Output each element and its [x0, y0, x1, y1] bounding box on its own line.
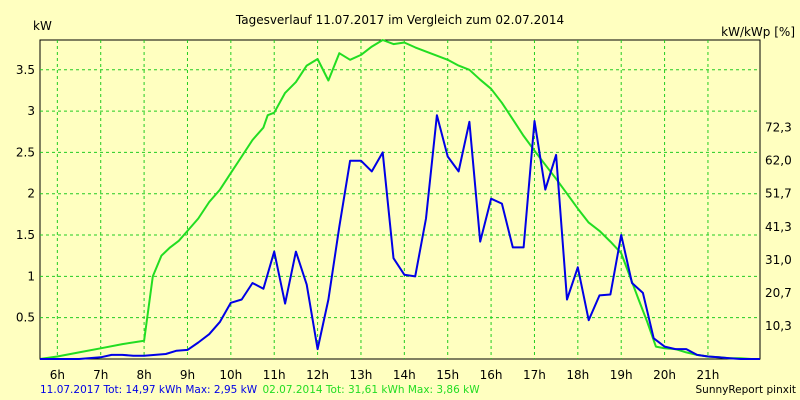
- y-tick-label-left: 1: [27, 269, 35, 283]
- chart-title: Tagesverlauf 11.07.2017 im Vergleich zum…: [235, 13, 564, 27]
- x-tick-label: 13h: [350, 368, 373, 382]
- y-tick-label-left: 3.5: [16, 63, 35, 77]
- x-tick-label: 19h: [610, 368, 633, 382]
- x-tick-label: 21h: [697, 368, 720, 382]
- y-tick-label-right: 10,3: [765, 319, 792, 333]
- series-line-11-07-2017: [40, 114, 760, 360]
- x-tick-label: 6h: [50, 368, 65, 382]
- x-tick-label: 15h: [436, 368, 459, 382]
- y-tick-label-right: 41,3: [765, 220, 792, 234]
- legend-series-2: 02.07.2014 Tot: 31,61 kWh Max: 3,86 kW: [262, 384, 480, 396]
- y-axis-left-label: kW: [33, 19, 52, 33]
- y-tick-label-right: 72,3: [765, 121, 792, 135]
- x-tick-label: 12h: [306, 368, 329, 382]
- y-tick-label-left: 2: [27, 187, 35, 201]
- y-tick-label-left: 0.5: [16, 311, 35, 325]
- y-tick-label-left: 3: [27, 104, 35, 118]
- x-tick-label: 11h: [263, 368, 286, 382]
- x-tick-label: 16h: [480, 368, 503, 382]
- x-tick-label: 10h: [219, 368, 242, 382]
- series-layer: [39, 39, 760, 360]
- y-tick-label-right: 31,0: [765, 253, 792, 267]
- x-tick-label: 14h: [393, 368, 416, 382]
- credit-text: SunnyReport pinxit: [696, 384, 796, 396]
- y-tick-label-left: 2.5: [16, 145, 35, 159]
- x-tick-label: 18h: [566, 368, 589, 382]
- y-axis-right-label: kW/kWp [%]: [721, 25, 795, 39]
- grid-layer: [40, 40, 760, 359]
- y-tick-label-left: 1.5: [16, 228, 35, 242]
- tick-layer: 6h 7h 8h 9h 10h 11h 12h 13h 14h 15h 16h 17h 18h 19h 20…: [16, 63, 792, 382]
- y-tick-label-right: 20,7: [765, 286, 792, 300]
- x-tick-label: 17h: [523, 368, 546, 382]
- series-line-02-07-2014: [39, 39, 760, 360]
- legend-footer: 11.07.2017 Tot: 14,97 kWh Max: 2,95 kW 0…: [40, 384, 480, 396]
- y-tick-label-right: 62,0: [765, 154, 792, 168]
- x-tick-label: 9h: [180, 368, 195, 382]
- legend-series-1: 11.07.2017 Tot: 14,97 kWh Max: 2,95 kW: [40, 384, 258, 396]
- y-tick-label-right: 51,7: [765, 187, 792, 201]
- x-tick-label: 20h: [653, 368, 676, 382]
- x-tick-label: 7h: [93, 368, 108, 382]
- x-tick-label: 8h: [136, 368, 151, 382]
